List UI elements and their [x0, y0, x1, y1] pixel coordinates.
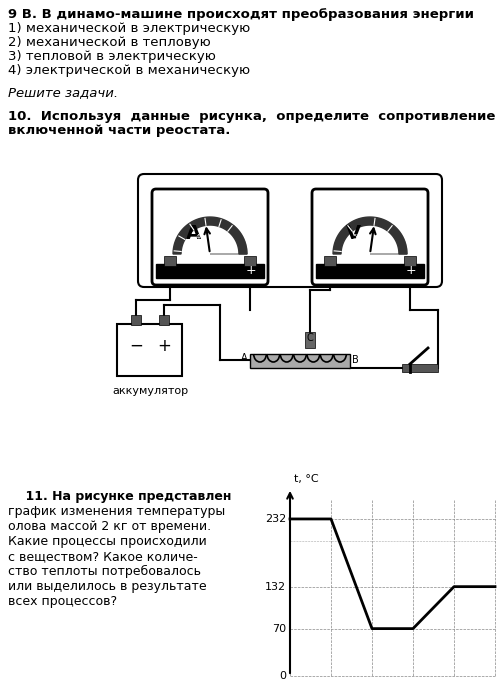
Bar [164, 256, 176, 266]
Bar [316, 264, 424, 278]
Text: 2) механической в тепловую: 2) механической в тепловую [8, 36, 211, 49]
Text: 100: 100 [366, 230, 380, 236]
Text: олова массой 2 кг от времени.: олова массой 2 кг от времени. [8, 520, 211, 533]
Text: A: A [241, 353, 248, 363]
Text: 2: 2 [190, 240, 194, 247]
Text: включенной части реостата.: включенной части реостата. [8, 124, 230, 137]
Text: 4) электрической в механическую: 4) электрической в механическую [8, 64, 250, 77]
FancyBboxPatch shape [152, 189, 268, 285]
Bar [402, 364, 438, 372]
Text: +: + [245, 263, 257, 277]
Text: Какие процессы происходили: Какие процессы происходили [8, 535, 207, 548]
Polygon shape [370, 226, 407, 254]
Text: 9 В. В динамо-машине происходят преобразования энергии: 9 В. В динамо-машине происходят преобраз… [8, 8, 474, 21]
Bar [404, 256, 416, 266]
Bar [324, 256, 336, 266]
Text: B: B [352, 355, 359, 365]
Text: 132: 132 [265, 581, 286, 592]
Polygon shape [173, 217, 247, 254]
Text: 10: 10 [218, 234, 227, 240]
Text: t, °C: t, °C [294, 474, 318, 484]
Text: A: A [186, 224, 201, 243]
Text: аккумулятор: аккумулятор [112, 386, 188, 396]
Text: −: − [129, 337, 143, 355]
Text: 8: 8 [214, 231, 219, 237]
Text: 3) тепловой в электрическую: 3) тепловой в электрическую [8, 50, 216, 63]
Text: 4: 4 [196, 234, 201, 240]
Bar [290, 500, 495, 676]
Text: 6: 6 [205, 230, 209, 236]
Text: 10.  Используя  данные  рисунка,  определите  сопротивление: 10. Используя данные рисунка, определите… [8, 110, 495, 123]
Text: 0: 0 [187, 249, 191, 255]
Text: 232: 232 [265, 514, 286, 524]
Text: 1) механической в электрическую: 1) механической в электрическую [8, 22, 250, 35]
Text: ство теплоты потребовалось: ство теплоты потребовалось [8, 565, 201, 578]
Bar [244, 256, 256, 266]
FancyBboxPatch shape [312, 189, 428, 285]
Bar [250, 354, 350, 368]
Text: +: + [157, 337, 171, 355]
Text: 150: 150 [376, 234, 390, 240]
Text: C: C [307, 333, 313, 343]
Bar [159, 315, 169, 325]
Text: 11. На рисунке представлен: 11. На рисунке представлен [8, 490, 231, 503]
Text: Решите задачи.: Решите задачи. [8, 86, 118, 99]
Polygon shape [333, 217, 407, 254]
Text: 70: 70 [272, 624, 286, 633]
Text: 0: 0 [279, 671, 286, 681]
Bar [305, 332, 315, 348]
Text: 0: 0 [347, 249, 352, 255]
Polygon shape [210, 226, 247, 254]
Text: график изменения температуры: график изменения температуры [8, 505, 225, 518]
Text: всех процессов?: всех процессов? [8, 595, 117, 608]
Text: V: V [346, 224, 361, 243]
Bar [156, 264, 264, 278]
Text: 50: 50 [353, 234, 362, 240]
Text: или выделилось в результате: или выделилось в результате [8, 580, 207, 593]
Bar [118, 324, 183, 376]
Text: с веществом? Какое количе-: с веществом? Какое количе- [8, 550, 198, 563]
Text: +: + [406, 263, 416, 277]
Bar [131, 315, 141, 325]
